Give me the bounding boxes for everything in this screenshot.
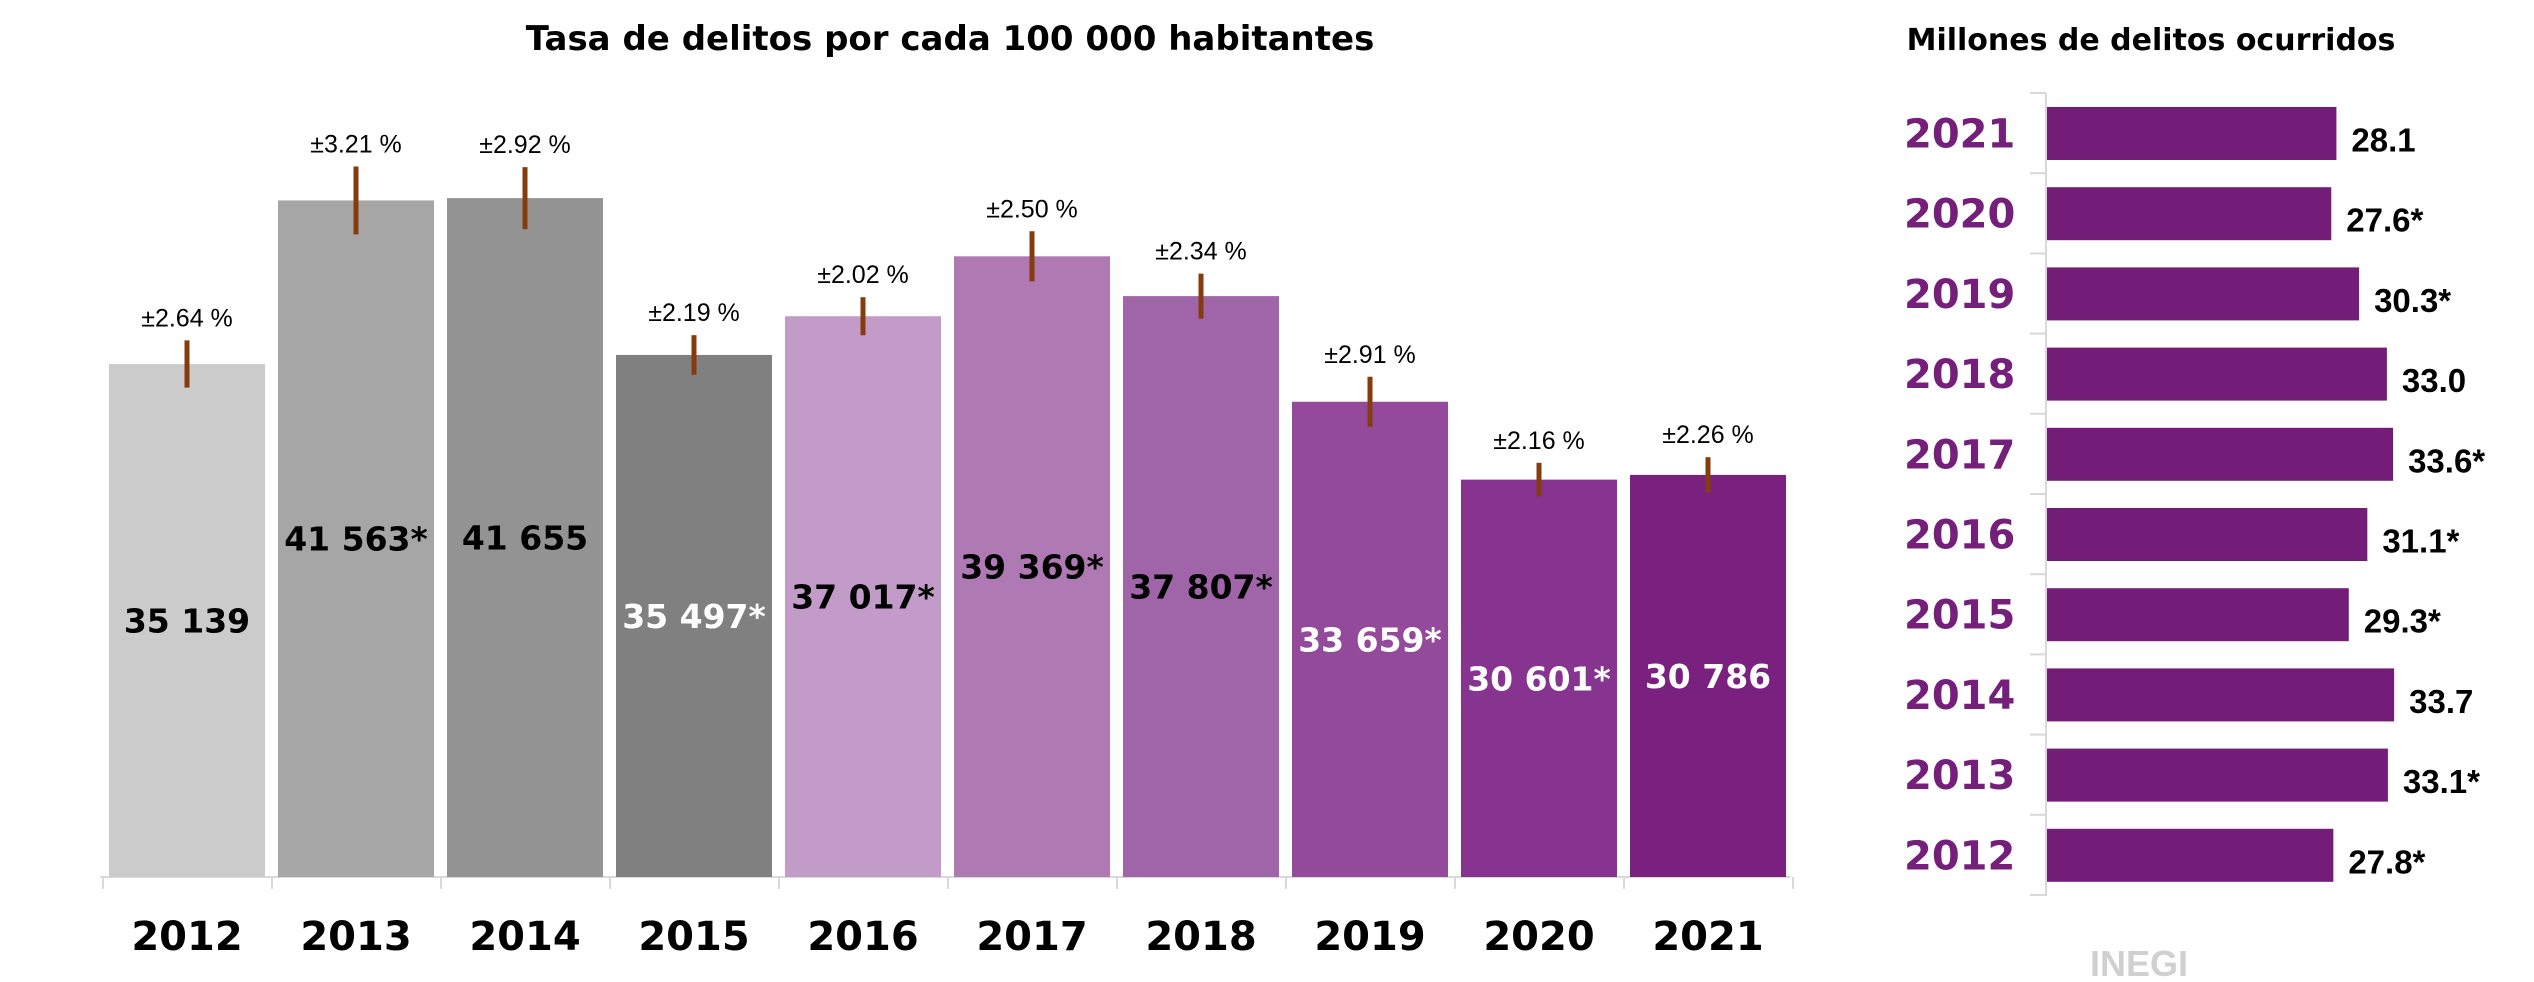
x-tick-label-2015: 2015	[638, 914, 749, 960]
value-label-2019: 33 659*	[1298, 620, 1442, 659]
hbar-value-label-2019: 30.3*	[2374, 282, 2451, 319]
bar-2013	[278, 200, 434, 878]
hbar-2018	[2047, 347, 2387, 401]
error-label-2013: ±3.21 %	[310, 130, 402, 158]
error-label-2016: ±2.02 %	[817, 261, 909, 289]
hbar-value-label-2016: 31.1*	[2382, 523, 2459, 560]
hbar-value-label-2015: 29.3*	[2364, 603, 2441, 640]
y-tick-label-2015: 2015	[1904, 593, 2015, 639]
error-label-2018: ±2.34 %	[1155, 238, 1247, 266]
hbar-2015	[2047, 588, 2349, 642]
value-label-2014: 41 655	[462, 519, 588, 558]
bar-2012	[109, 364, 265, 877]
y-tick-label-2016: 2016	[1904, 513, 2015, 559]
value-label-2017: 39 369*	[960, 548, 1104, 587]
y-tick-label-2012: 2012	[1904, 833, 2015, 879]
y-tick-label-2017: 2017	[1904, 432, 2015, 478]
error-label-2021: ±2.26 %	[1662, 421, 1754, 449]
value-label-2018: 37 807*	[1129, 568, 1273, 607]
x-tick-label-2017: 2017	[976, 914, 1087, 960]
left-chart: ±2.64 % 35 139 2012 ±3.21 % 41 563* 2013 ±2.92…	[100, 130, 1794, 960]
bar-2016	[785, 316, 941, 877]
bar-2015	[616, 354, 772, 877]
hbar-value-label-2018: 33.0	[2402, 362, 2466, 399]
hbar-value-label-2020: 27.6*	[2346, 202, 2423, 239]
hbar-value-label-2012: 27.8*	[2348, 843, 2425, 880]
x-tick-label-2018: 2018	[1145, 914, 1256, 960]
right-chart: 2021 28.1 2020 27.6* 2019 30.3* 2018 33.0 2017 33…	[1904, 92, 2485, 896]
x-tick-label-2021: 2021	[1652, 914, 1763, 960]
hbar-2021	[2047, 107, 2337, 160]
hbar-2019	[2047, 267, 2360, 321]
bar-2017	[954, 256, 1110, 878]
error-label-2017: ±2.50 %	[986, 195, 1078, 223]
hbar-2014	[2047, 668, 2395, 722]
x-tick-label-2012: 2012	[131, 914, 242, 960]
hbar-value-label-2013: 33.1*	[2403, 763, 2480, 800]
error-label-2015: ±2.19 %	[648, 299, 740, 327]
bar-2019	[1292, 401, 1448, 877]
y-tick-label-2021: 2021	[1904, 112, 2015, 158]
y-tick-label-2018: 2018	[1904, 352, 2015, 398]
x-tick-label-2019: 2019	[1314, 914, 1425, 960]
error-label-2020: ±2.16 %	[1493, 427, 1585, 455]
value-label-2013: 41 563*	[284, 520, 428, 559]
bar-2018	[1123, 296, 1279, 877]
error-label-2012: ±2.64 %	[141, 304, 233, 332]
hbar-2017	[2047, 427, 2394, 481]
x-tick-label-2013: 2013	[300, 914, 411, 960]
value-label-2012: 35 139	[124, 602, 250, 641]
value-label-2016: 37 017*	[791, 578, 935, 617]
value-label-2021: 30 786	[1645, 657, 1771, 696]
value-label-2015: 35 497*	[622, 597, 766, 636]
bar-2014	[447, 198, 603, 877]
value-label-2020: 30 601*	[1467, 659, 1611, 698]
hbar-value-label-2014: 33.7	[2409, 683, 2473, 720]
hbar-2013	[2047, 748, 2388, 802]
right-chart-title: Millones de delitos ocurridos	[1907, 23, 2396, 58]
hbar-value-label-2021: 28.1	[2351, 122, 2415, 159]
hbar-2012	[2047, 828, 2334, 882]
logo-watermark: INEGI	[2090, 943, 2188, 982]
left-chart-title: Tasa de delitos por cada 100 000 habitan…	[526, 19, 1375, 59]
x-tick-label-2016: 2016	[807, 914, 918, 960]
bar-2020	[1461, 479, 1617, 877]
hbar-2020	[2047, 187, 2332, 241]
error-label-2014: ±2.92 %	[479, 131, 571, 159]
y-tick-label-2020: 2020	[1904, 192, 2015, 238]
bar-2021	[1630, 474, 1786, 877]
x-tick-label-2020: 2020	[1483, 914, 1594, 960]
hbar-value-label-2017: 33.6*	[2408, 442, 2485, 479]
x-tick-label-2014: 2014	[469, 914, 580, 960]
hbar-2016	[2047, 508, 2368, 561]
error-label-2019: ±2.91 %	[1324, 341, 1416, 369]
y-tick-label-2013: 2013	[1904, 753, 2015, 799]
y-tick-label-2019: 2019	[1904, 272, 2015, 318]
y-tick-label-2014: 2014	[1904, 673, 2015, 719]
